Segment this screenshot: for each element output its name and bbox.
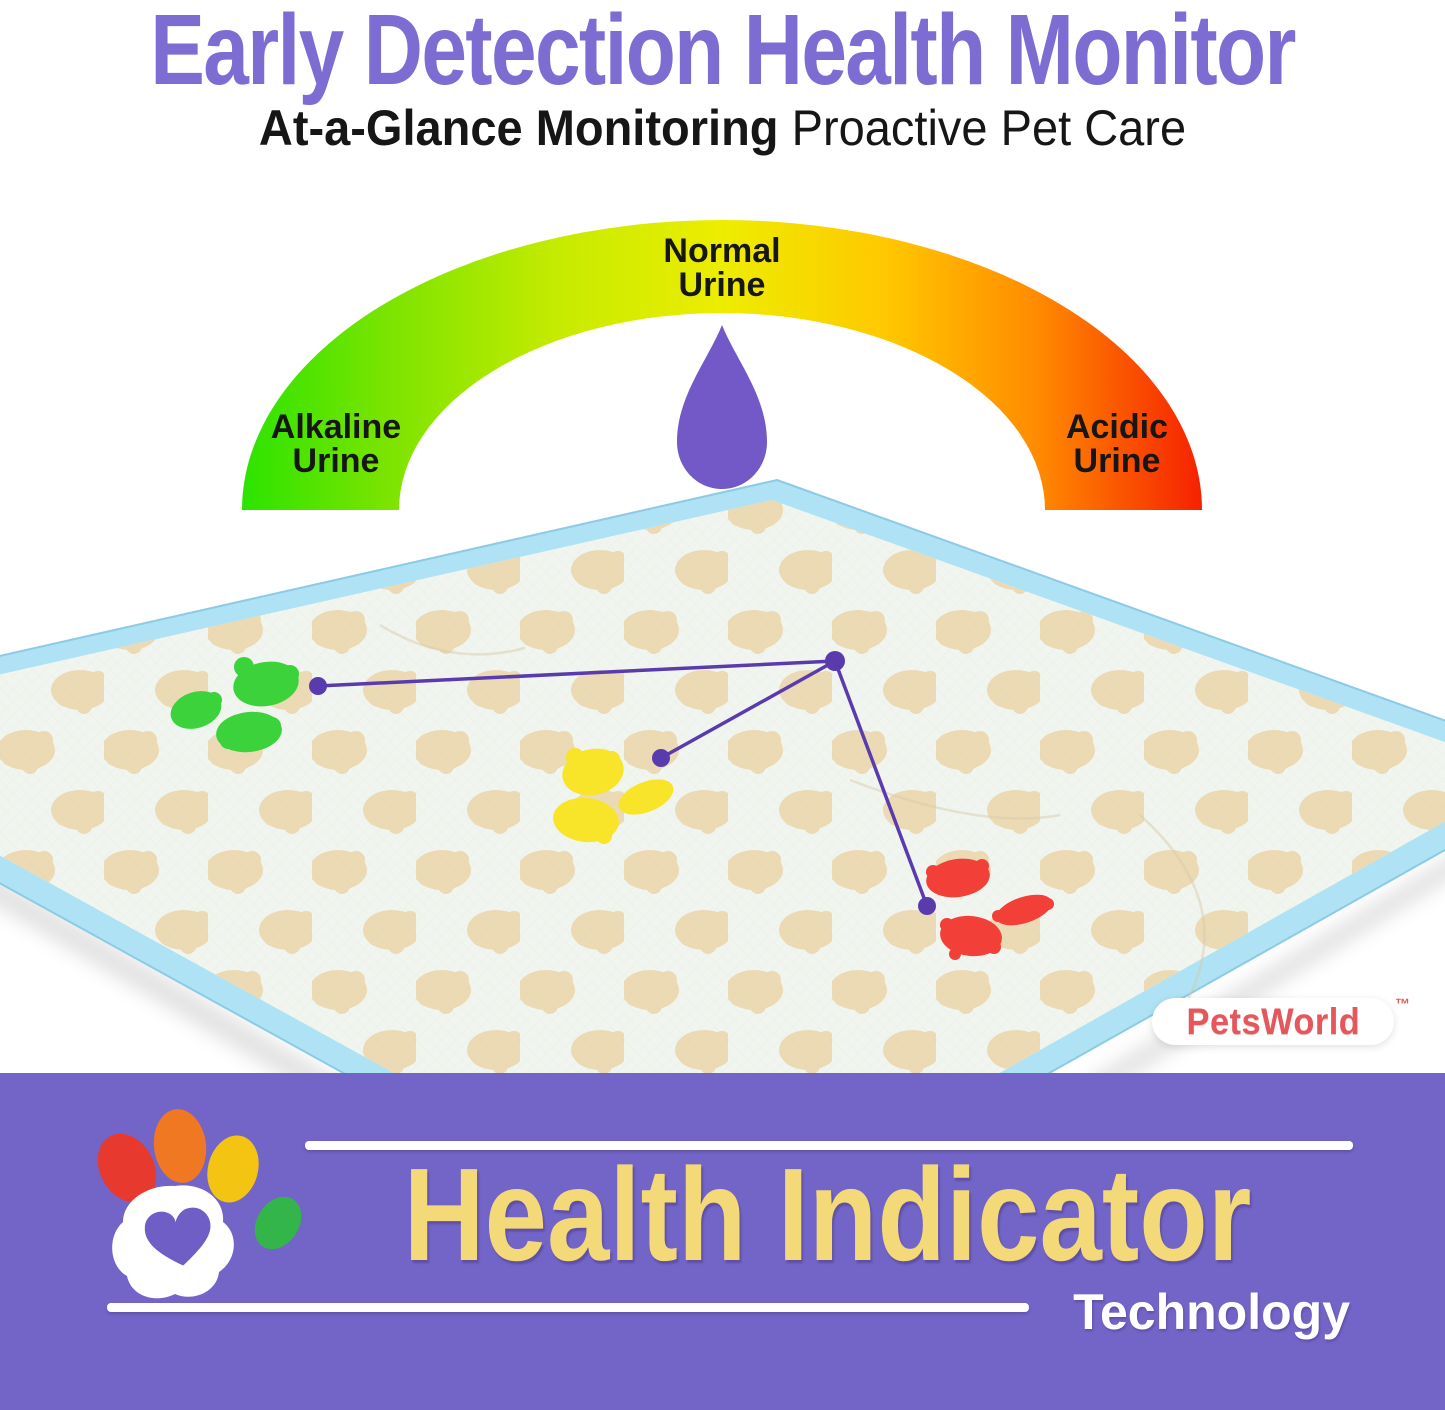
gauge-label-normal-line2: Urine — [679, 266, 766, 304]
brand-pill: PetsWorld ™ — [1152, 996, 1410, 1045]
pad-crease — [1139, 814, 1206, 1006]
ph-gauge: Alkaline Urine Normal Urine Acidic Urine — [242, 220, 1202, 510]
alkaline-splotches-green — [170, 657, 299, 753]
splotch-connectors — [309, 651, 936, 915]
gauge-label-normal-line1: Normal — [663, 232, 780, 270]
paw-toe-orange-icon — [153, 1109, 207, 1183]
gauge-label-alkaline-line2: Urine — [293, 442, 380, 480]
heart-icon — [144, 1207, 211, 1266]
banner-rule-top — [305, 1141, 1353, 1150]
gauge-arc — [242, 220, 1202, 510]
paw-toe-green-icon — [254, 1196, 302, 1250]
banner-heading: Health Indicator — [403, 1141, 1252, 1288]
connector-apex-dot — [825, 651, 845, 671]
gauge-label-acidic-line2: Urine — [1074, 442, 1161, 480]
urine-drop-icon — [677, 325, 767, 489]
gauge-label-alkaline-line1: Alkaline — [271, 408, 401, 446]
gauge-label-acidic: Acidic Urine — [1066, 408, 1168, 480]
subtitle-regular: Proactive Pet Care — [791, 100, 1187, 156]
gauge-label-alkaline: Alkaline Urine — [271, 408, 401, 480]
gauge-label-normal: Normal Urine — [663, 232, 780, 304]
banner-rule-bottom — [107, 1303, 1029, 1312]
banner-subheading: Technology — [1073, 1284, 1350, 1340]
pad-crease — [849, 778, 1061, 820]
connector-line-red — [833, 660, 929, 907]
page-subtitle: At-a-Glance Monitoring Proactive Pet Care — [43, 103, 1401, 153]
pad-crease — [379, 623, 526, 656]
acidic-splotches-red — [926, 858, 1054, 960]
paw-logo-icon — [97, 1109, 302, 1299]
connector-line-green — [317, 659, 836, 688]
connector-dot-green — [309, 677, 327, 695]
brand-name: PetsWorld — [1186, 1000, 1360, 1042]
connector-dot-red — [918, 897, 936, 915]
paw-toe-red-icon — [97, 1133, 157, 1203]
normal-splotches-yellow — [553, 748, 674, 844]
connector-dot-yellow — [652, 749, 670, 767]
paw-toe-yellow-icon — [207, 1135, 259, 1203]
subtitle-bold: At-a-Glance Monitoring — [258, 100, 779, 156]
page-title: Early Detection Health Monitor — [150, 0, 1296, 106]
banner: Health Indicator Technology — [0, 1073, 1445, 1410]
connector-line-yellow — [660, 659, 836, 760]
gauge-label-acidic-line1: Acidic — [1066, 408, 1168, 446]
trademark-symbol: ™ — [1395, 996, 1410, 1013]
